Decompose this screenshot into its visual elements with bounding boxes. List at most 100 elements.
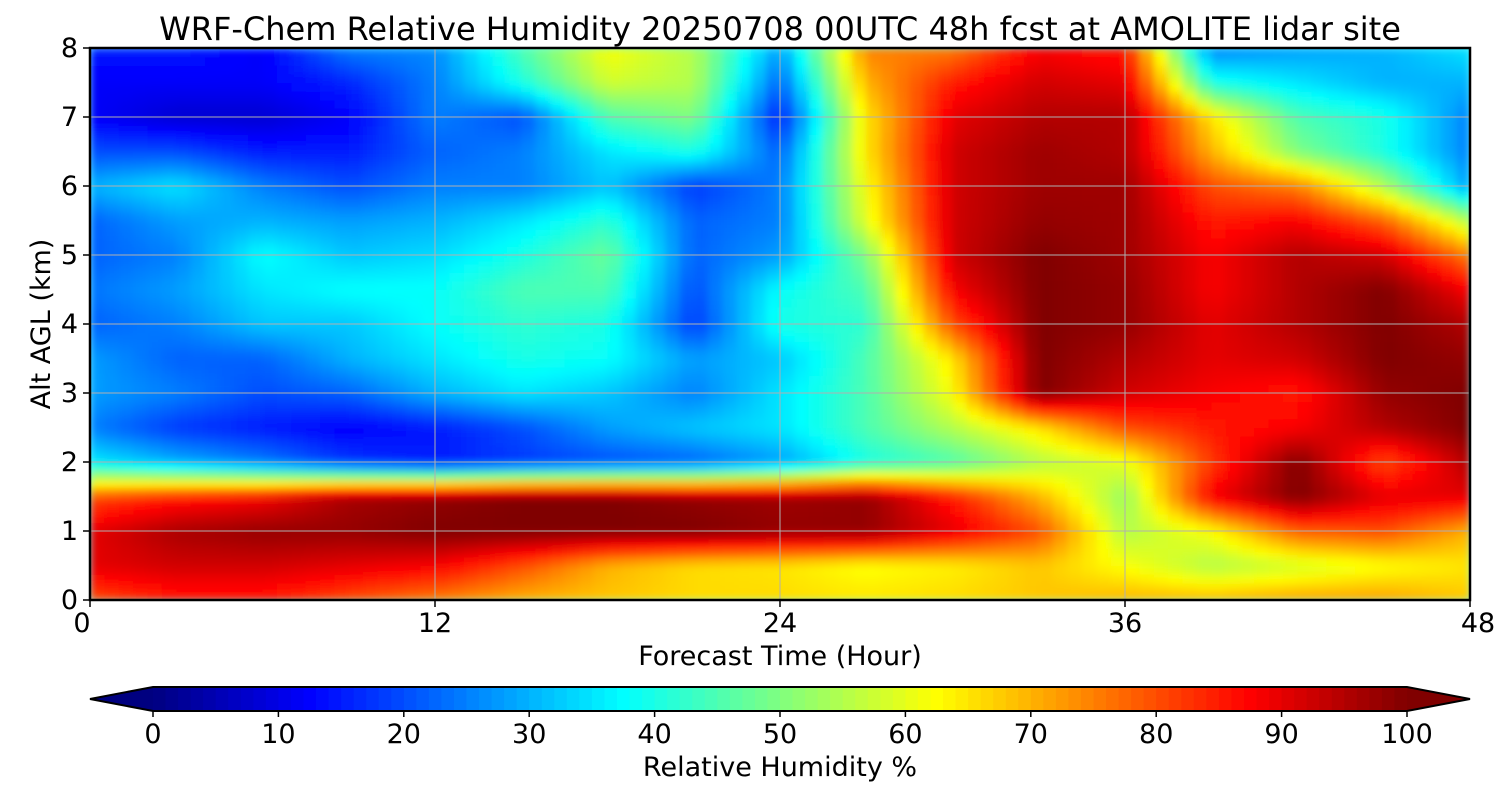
heatmap-cell [449, 513, 465, 523]
heatmap-cell [377, 427, 393, 437]
heatmap-cell [693, 289, 709, 299]
heatmap-cell [1168, 418, 1184, 429]
heatmap-cell [607, 349, 623, 360]
heatmap-cell [765, 513, 781, 523]
heatmap-cell [1125, 358, 1140, 368]
heatmap-cell [1340, 556, 1356, 567]
heatmap-cell [1139, 186, 1155, 196]
heatmap-cell [564, 427, 580, 437]
heatmap-cell [895, 186, 910, 196]
heatmap-cell [420, 522, 436, 532]
heatmap-cell [363, 324, 379, 334]
heatmap-cell [161, 177, 177, 187]
heatmap-cell [190, 246, 206, 256]
heatmap-cell [550, 203, 565, 213]
heatmap-cell [751, 186, 767, 196]
heatmap-cell [90, 280, 105, 291]
heatmap-cell [938, 574, 954, 584]
heatmap-cell [1340, 332, 1356, 342]
heatmap-cell [348, 367, 364, 377]
heatmap-cell [161, 211, 177, 222]
heatmap-cell [1225, 220, 1241, 230]
heatmap-cell [478, 306, 494, 316]
heatmap-cell [104, 367, 120, 377]
heatmap-cell [1182, 324, 1198, 334]
heatmap-cell [823, 531, 839, 541]
heatmap-cell [564, 272, 580, 282]
heatmap-cell [1024, 384, 1040, 394]
heatmap-cell [1398, 496, 1414, 506]
heatmap-cell [665, 505, 680, 515]
heatmap-cell [334, 513, 350, 523]
heatmap-cell [1398, 539, 1414, 549]
heatmap-cell [607, 280, 623, 291]
heatmap-cell [248, 220, 264, 230]
heatmap-cell [794, 470, 810, 480]
heatmap-cell [535, 194, 551, 204]
heatmap-cell [621, 341, 637, 351]
heatmap-cell [1283, 358, 1299, 368]
heatmap-cell [693, 393, 709, 403]
heatmap-cell [1153, 220, 1169, 230]
heatmap-cell [851, 367, 867, 377]
heatmap-cell [693, 505, 709, 515]
heatmap-cell [866, 358, 882, 368]
heatmap-cell [1355, 203, 1370, 213]
heatmap-cell [104, 548, 120, 558]
heatmap-cell [1211, 505, 1227, 515]
heatmap-cell [391, 479, 407, 489]
heatmap-cell [1196, 375, 1212, 385]
heatmap-cell [521, 246, 537, 256]
heatmap-cell [1254, 280, 1270, 291]
heatmap-cell [521, 306, 537, 316]
heatmap-cell [578, 384, 594, 394]
heatmap-cell [823, 332, 839, 342]
heatmap-cell [1139, 298, 1155, 308]
heatmap-cell [665, 306, 680, 316]
heatmap-cell [262, 522, 278, 532]
heatmap-cell [276, 358, 292, 368]
heatmap-cell [780, 324, 795, 334]
heatmap-cell [1225, 255, 1241, 265]
heatmap-cell [550, 237, 565, 247]
heatmap-cell [521, 160, 537, 170]
heatmap-cell [1268, 272, 1284, 282]
heatmap-cell [391, 436, 407, 446]
heatmap-cell [722, 384, 738, 394]
heatmap-cell [1340, 565, 1356, 575]
heatmap-cell [780, 168, 795, 178]
heatmap-cell [938, 436, 954, 446]
heatmap-cell [1297, 160, 1313, 170]
heatmap-cell [1125, 151, 1140, 161]
heatmap-cell [923, 410, 939, 420]
heatmap-cell [348, 479, 364, 489]
heatmap-cell [1426, 306, 1442, 316]
heatmap-cell [133, 418, 149, 429]
heatmap-cell [233, 186, 249, 196]
heatmap-cell [1412, 220, 1428, 230]
heatmap-cell [1110, 220, 1126, 230]
heatmap-cell [219, 539, 235, 549]
heatmap-cell [1196, 246, 1212, 256]
heatmap-cell [535, 487, 551, 498]
heatmap-cell [665, 565, 680, 575]
heatmap-cell [808, 479, 824, 489]
heatmap-cell [837, 591, 853, 600]
heatmap-cell [650, 177, 666, 187]
heatmap-cell [133, 349, 149, 360]
heatmap-cell [952, 151, 968, 161]
heatmap-cell [1053, 375, 1069, 385]
heatmap-cell [895, 237, 910, 247]
heatmap-cell [693, 522, 709, 532]
heatmap-cell [1412, 522, 1428, 532]
heatmap-cell [1053, 229, 1069, 239]
heatmap-cell [621, 556, 637, 567]
heatmap-cell [1311, 298, 1327, 308]
heatmap-cell [248, 151, 264, 161]
heatmap-cell [952, 186, 968, 196]
heatmap-cell [420, 186, 436, 196]
heatmap-cell [679, 203, 695, 213]
heatmap-cell [1010, 496, 1025, 506]
heatmap-cell [636, 539, 652, 549]
heatmap-cell [1211, 487, 1227, 498]
